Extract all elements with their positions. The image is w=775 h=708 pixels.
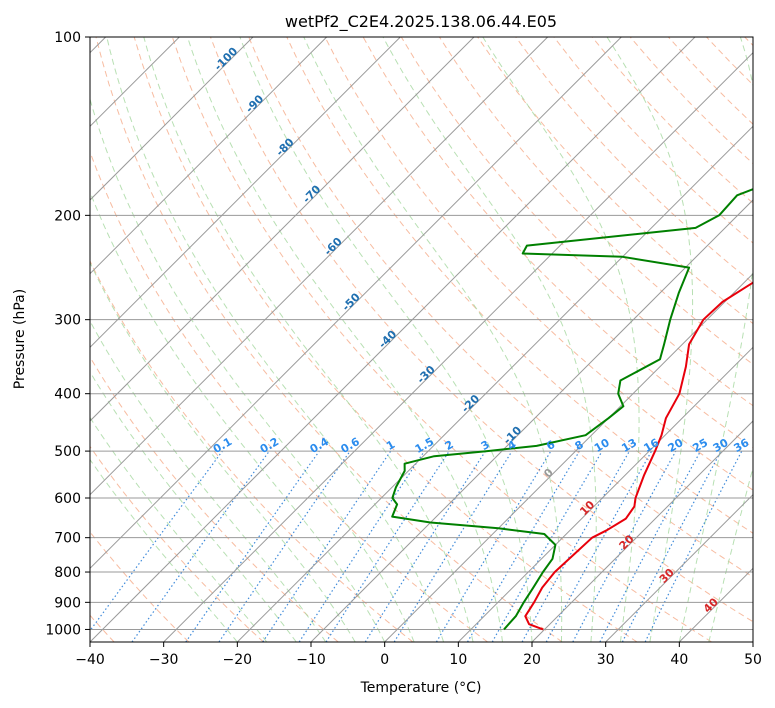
x-tick-label: 10 — [449, 652, 467, 668]
y-tick-label: 300 — [54, 313, 81, 329]
dry-adiabat — [90, 259, 414, 642]
isotherm-line — [90, 37, 475, 422]
dry-adiabat — [210, 37, 753, 623]
moist-adiabat — [90, 190, 386, 642]
mixing-ratio-line — [644, 450, 743, 642]
moist-adiabat — [90, 370, 297, 642]
y-tick-label: 400 — [54, 387, 81, 403]
x-axis-label: Temperature (°C) — [360, 680, 482, 696]
dry-adiabat — [90, 445, 264, 642]
isotherm-line — [90, 37, 328, 275]
dry-adiabat — [248, 37, 753, 578]
isotherm-line — [605, 493, 753, 642]
moist-adiabat — [187, 37, 503, 642]
y-tick-label: 800 — [54, 565, 81, 581]
isotherm-line — [457, 346, 753, 642]
background-lines — [90, 37, 753, 642]
isotherm-line — [90, 37, 696, 642]
dry-adiabat — [95, 37, 563, 642]
moist-adiabat — [90, 458, 238, 642]
isotherm-line — [310, 199, 753, 642]
moist-adiabat — [143, 37, 474, 642]
y-axis-label: Pressure (hPa) — [12, 289, 28, 389]
moist-adiabat — [678, 37, 753, 642]
mixing-ratio-line — [298, 450, 425, 642]
moist-adiabat — [482, 37, 640, 642]
y-tick-label: 700 — [54, 531, 81, 547]
x-tick-label: 40 — [670, 652, 688, 668]
isotherm-line — [531, 420, 753, 642]
y-axis: 1000 900 800 700 600 500 400 300 200 100 — [45, 30, 90, 638]
moist-adiabat — [708, 465, 753, 642]
mixing-ratio-line — [131, 450, 270, 642]
x-tick-label: 30 — [597, 652, 615, 668]
moist-adiabat — [606, 37, 694, 642]
y-tick-label: 200 — [54, 208, 81, 224]
x-tick-label: −40 — [75, 652, 105, 668]
x-tick-label: 0 — [380, 652, 389, 668]
plot-frame — [89, 36, 754, 643]
dry-adiabat — [90, 356, 339, 642]
chart-title: wetPf2_C2E4.2025.138.06.44.E05 — [285, 12, 557, 32]
temperature-profile — [524, 281, 753, 631]
dry-adiabat — [324, 37, 753, 491]
x-tick-label: 20 — [523, 652, 541, 668]
isotherm-line — [90, 37, 254, 201]
isotherm-line — [90, 37, 622, 570]
mixing-ratio-line — [185, 450, 320, 642]
isotherm-line — [90, 37, 401, 349]
moist-adiabat — [90, 261, 356, 642]
x-tick-label: −30 — [149, 652, 179, 668]
x-axis: −40 −30 −20 −10 0 10 20 30 40 50 — [75, 642, 762, 668]
y-tick-label: 600 — [54, 491, 81, 507]
mixing-ratio-line — [572, 450, 677, 642]
moist-adiabat — [90, 320, 327, 642]
mixing-ratio-line — [90, 450, 223, 632]
dry-adiabat — [515, 37, 753, 284]
y-tick-label: 100 — [54, 30, 81, 46]
x-tick-label: −20 — [223, 652, 253, 668]
mixing-ratio-line — [545, 450, 653, 642]
isotherm-line — [384, 272, 753, 642]
isotherm-line — [90, 37, 549, 496]
x-tick-label: 50 — [744, 652, 762, 668]
dry-adiabat — [171, 37, 712, 642]
y-tick-label: 1000 — [45, 622, 81, 638]
mixing-ratio-line — [325, 450, 450, 642]
y-tick-label: 500 — [54, 444, 81, 460]
mixing-ratio-line — [262, 450, 392, 642]
moist-adiabat — [239, 37, 533, 642]
sounding-series — [391, 188, 753, 631]
dewpoint-profile — [391, 188, 753, 631]
isotherm-line — [236, 125, 753, 642]
mixing-ratio-line — [218, 450, 351, 642]
grid-lines — [90, 37, 753, 642]
moist-adiabat — [303, 37, 563, 642]
moist-adiabat — [106, 37, 445, 642]
moist-adiabat — [90, 416, 268, 642]
y-tick-label: 900 — [54, 595, 81, 611]
dry-adiabat — [286, 37, 753, 534]
isotherm-line — [163, 51, 753, 642]
dry-adiabat — [133, 37, 638, 642]
x-tick-label: −10 — [296, 652, 326, 668]
moist-adiabat — [382, 37, 597, 642]
mixing-ratio-line — [393, 450, 513, 642]
